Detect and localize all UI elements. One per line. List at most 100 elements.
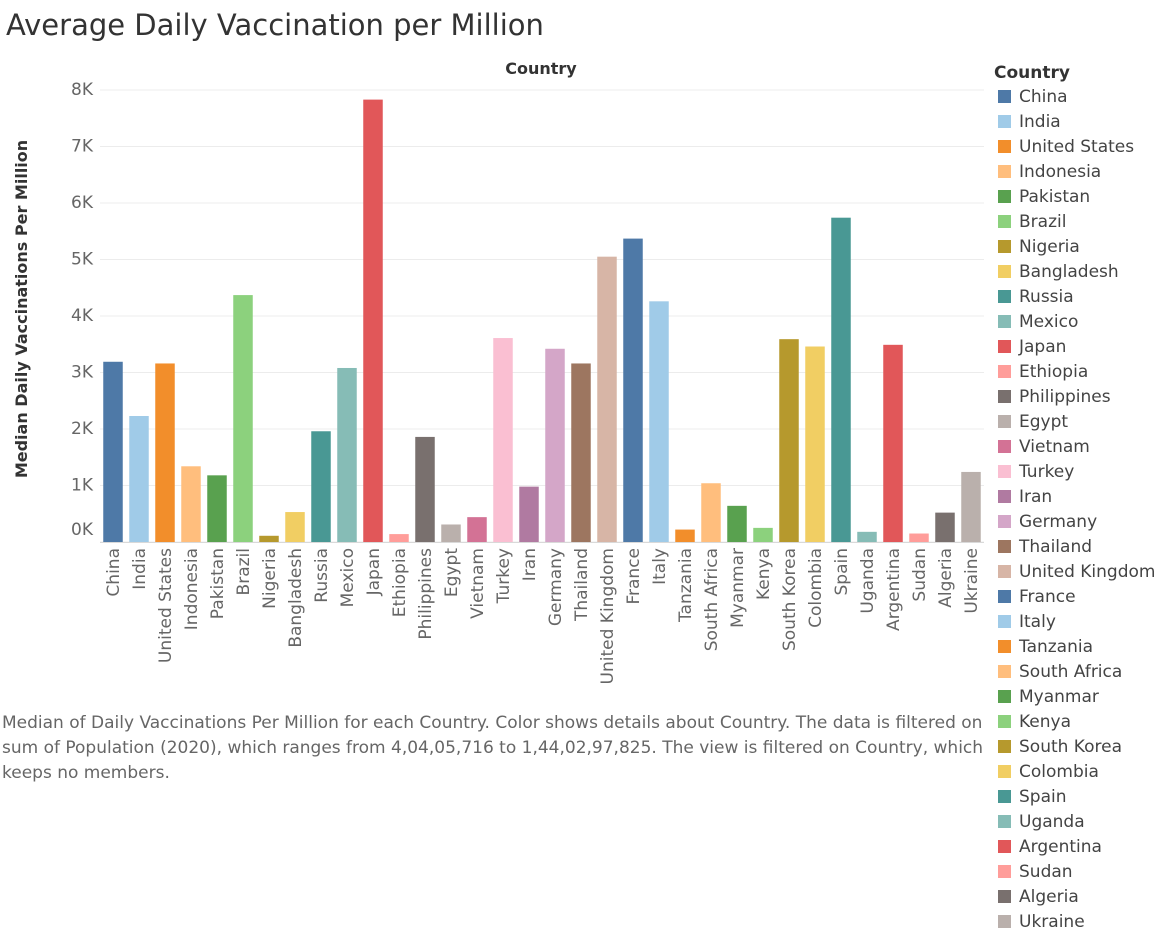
legend-label: Japan bbox=[1019, 336, 1067, 357]
legend-item[interactable]: South Africa bbox=[994, 659, 1160, 684]
x-tick-label: Bangladesh bbox=[286, 548, 306, 648]
bar-philippines[interactable] bbox=[415, 436, 435, 542]
bar-colombia[interactable] bbox=[805, 346, 825, 542]
legend-item[interactable]: Sudan bbox=[994, 859, 1160, 884]
legend-item[interactable]: Russia bbox=[994, 284, 1160, 309]
legend-item[interactable]: France bbox=[994, 584, 1160, 609]
legend-swatch bbox=[998, 465, 1011, 478]
x-tick-label: Vietnam bbox=[468, 548, 488, 619]
bar-united-kingdom[interactable] bbox=[597, 256, 617, 542]
legend-item[interactable]: Italy bbox=[994, 609, 1160, 634]
bar-spain[interactable] bbox=[831, 217, 851, 542]
legend-title: Country bbox=[994, 63, 1070, 83]
legend-item[interactable]: Argentina bbox=[994, 834, 1160, 859]
bar-japan[interactable] bbox=[363, 99, 383, 542]
legend-item[interactable]: Ethiopia bbox=[994, 359, 1160, 384]
y-tick-label: 1K bbox=[71, 476, 94, 496]
bar-brazil[interactable] bbox=[233, 295, 253, 542]
bar-south-korea[interactable] bbox=[779, 339, 799, 542]
legend-swatch bbox=[998, 315, 1011, 328]
legend-swatch bbox=[998, 840, 1011, 853]
bar-indonesia[interactable] bbox=[181, 466, 201, 542]
legend-item[interactable]: Thailand bbox=[994, 534, 1160, 559]
bar-germany[interactable] bbox=[545, 348, 565, 542]
legend-item[interactable]: Tanzania bbox=[994, 634, 1160, 659]
legend-item[interactable]: Myanmar bbox=[994, 684, 1160, 709]
legend-item[interactable]: Japan bbox=[994, 334, 1160, 359]
y-tick-label: 0K bbox=[71, 520, 94, 540]
bar-italy[interactable] bbox=[649, 301, 669, 542]
legend-item[interactable]: Pakistan bbox=[994, 184, 1160, 209]
legend-item[interactable]: Ukraine bbox=[994, 909, 1160, 934]
bar-ukraine[interactable] bbox=[961, 471, 981, 542]
legend-item[interactable]: Brazil bbox=[994, 209, 1160, 234]
x-tick-label: Colombia bbox=[806, 548, 826, 628]
legend-label: India bbox=[1019, 111, 1061, 132]
bar-france[interactable] bbox=[623, 238, 643, 542]
legend-swatch bbox=[998, 190, 1011, 203]
legend-item[interactable]: Mexico bbox=[994, 309, 1160, 334]
bar-kenya[interactable] bbox=[753, 527, 773, 542]
bar-india[interactable] bbox=[129, 416, 149, 542]
legend-label: South Korea bbox=[1019, 736, 1123, 757]
legend-swatch bbox=[998, 790, 1011, 803]
bar-russia[interactable] bbox=[311, 431, 331, 542]
y-tick-label: 5K bbox=[71, 250, 94, 270]
bar-myanmar[interactable] bbox=[727, 505, 747, 542]
legend-item[interactable]: Spain bbox=[994, 784, 1160, 809]
legend-item[interactable]: Egypt bbox=[994, 409, 1160, 434]
legend-item[interactable]: United Kingdom bbox=[994, 559, 1160, 584]
legend-label: China bbox=[1019, 86, 1068, 107]
legend-item[interactable]: United States bbox=[994, 134, 1160, 159]
bar-pakistan[interactable] bbox=[207, 475, 227, 542]
legend-label: Pakistan bbox=[1019, 186, 1091, 207]
legend-item[interactable]: Nigeria bbox=[994, 234, 1160, 259]
legend-item[interactable]: Iran bbox=[994, 484, 1160, 509]
y-tick-label: 6K bbox=[71, 193, 94, 213]
x-tick-label: Thailand bbox=[572, 548, 592, 622]
bar-thailand[interactable] bbox=[571, 363, 591, 542]
legend-label: Germany bbox=[1019, 511, 1098, 532]
bar-ethiopia[interactable] bbox=[389, 534, 409, 542]
legend-item[interactable]: Uganda bbox=[994, 809, 1160, 834]
legend-label: Russia bbox=[1019, 286, 1074, 307]
bar-mexico[interactable] bbox=[337, 367, 357, 542]
legend-item[interactable]: Vietnam bbox=[994, 434, 1160, 459]
legend-item[interactable]: Colombia bbox=[994, 759, 1160, 784]
bar-china[interactable] bbox=[103, 361, 123, 542]
legend-label: Indonesia bbox=[1019, 161, 1102, 182]
legend-item[interactable]: India bbox=[994, 109, 1160, 134]
legend-item[interactable]: Germany bbox=[994, 509, 1160, 534]
legend-swatch bbox=[998, 240, 1011, 253]
x-tick-label: Mexico bbox=[338, 548, 358, 607]
legend-swatch bbox=[998, 865, 1011, 878]
legend-item[interactable]: Indonesia bbox=[994, 159, 1160, 184]
bar-algeria[interactable] bbox=[935, 512, 955, 542]
bar-bangladesh[interactable] bbox=[285, 512, 305, 542]
x-tick-label: India bbox=[130, 548, 150, 590]
legend-item[interactable]: Turkey bbox=[994, 459, 1160, 484]
legend-swatch bbox=[998, 590, 1011, 603]
x-tick-label: Egypt bbox=[442, 548, 462, 597]
bar-united-states[interactable] bbox=[155, 363, 175, 542]
legend-item[interactable]: China bbox=[994, 84, 1160, 109]
bar-uganda[interactable] bbox=[857, 531, 877, 542]
legend-swatch bbox=[998, 815, 1011, 828]
bar-tanzania[interactable] bbox=[675, 529, 695, 542]
legend-item[interactable]: Kenya bbox=[994, 709, 1160, 734]
legend-item[interactable]: Philippines bbox=[994, 384, 1160, 409]
bar-south-africa[interactable] bbox=[701, 483, 721, 542]
bar-vietnam[interactable] bbox=[467, 517, 487, 542]
legend-item[interactable]: Algeria bbox=[994, 884, 1160, 909]
legend-swatch bbox=[998, 265, 1011, 278]
legend-swatch bbox=[998, 765, 1011, 778]
legend-item[interactable]: South Korea bbox=[994, 734, 1160, 759]
bar-argentina[interactable] bbox=[883, 344, 903, 542]
bar-nigeria[interactable] bbox=[259, 535, 279, 542]
legend-item[interactable]: Bangladesh bbox=[994, 259, 1160, 284]
bar-turkey[interactable] bbox=[493, 338, 513, 542]
bar-iran[interactable] bbox=[519, 486, 539, 542]
legend-swatch bbox=[998, 565, 1011, 578]
bar-sudan[interactable] bbox=[909, 533, 929, 542]
bar-egypt[interactable] bbox=[441, 524, 461, 542]
